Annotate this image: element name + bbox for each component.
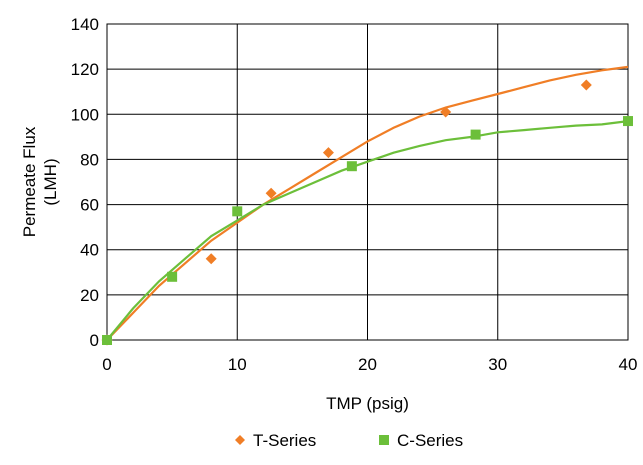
t-series-point xyxy=(265,187,277,199)
y-tick-label: 20 xyxy=(80,286,99,305)
legend-item-t-series: T-Series xyxy=(235,431,316,450)
x-tick-label: 20 xyxy=(358,355,377,374)
t-series-trendline xyxy=(106,65,629,341)
c-series-trendline xyxy=(106,120,629,341)
y-tick-label: 0 xyxy=(90,331,99,350)
x-tick-label: 30 xyxy=(488,355,507,374)
x-tick-label: 10 xyxy=(228,355,247,374)
legend-label: T-Series xyxy=(253,431,316,450)
legend-label: C-Series xyxy=(397,431,463,450)
c-series-point xyxy=(232,206,243,217)
c-series-point xyxy=(623,116,633,127)
y-tick-label: 60 xyxy=(80,196,99,215)
tick-labels: 0 20 40 60 80 100 120 140 0 10 20 30 40 xyxy=(71,15,638,374)
t-series-point xyxy=(205,253,217,265)
plot-area-border xyxy=(106,23,629,341)
y-tick-label: 100 xyxy=(71,105,99,124)
t-series-point xyxy=(440,106,452,118)
y-tick-label: 80 xyxy=(80,150,99,169)
t-series-point xyxy=(322,147,334,159)
y-axis-title-line: (LMH) xyxy=(41,158,60,205)
y-tick-label: 140 xyxy=(71,15,99,34)
y-tick-label: 120 xyxy=(71,60,99,79)
c-series-point xyxy=(167,271,178,282)
x-axis-title: TMP (psig) xyxy=(326,394,409,413)
x-tick-label: 0 xyxy=(102,355,111,374)
y-tick-label: 40 xyxy=(80,241,99,260)
grid xyxy=(106,23,629,341)
y-axis-title-line: Permeate Flux xyxy=(20,126,39,237)
c-series-point xyxy=(470,129,481,140)
x-tick-label: 40 xyxy=(619,355,638,374)
c-series-point xyxy=(346,161,357,172)
legend-marker-diamond-icon xyxy=(235,435,245,445)
y-axis-title: Permeate Flux (LMH) xyxy=(20,126,60,237)
c-series-point xyxy=(102,335,112,345)
legend-marker-square-icon xyxy=(379,435,389,445)
t-series-point xyxy=(580,79,592,91)
legend: T-Series C-Series xyxy=(235,431,463,450)
y-axis-title-group: Permeate Flux (LMH) xyxy=(20,126,60,237)
legend-item-c-series: C-Series xyxy=(379,431,463,450)
series-layer xyxy=(101,65,633,346)
